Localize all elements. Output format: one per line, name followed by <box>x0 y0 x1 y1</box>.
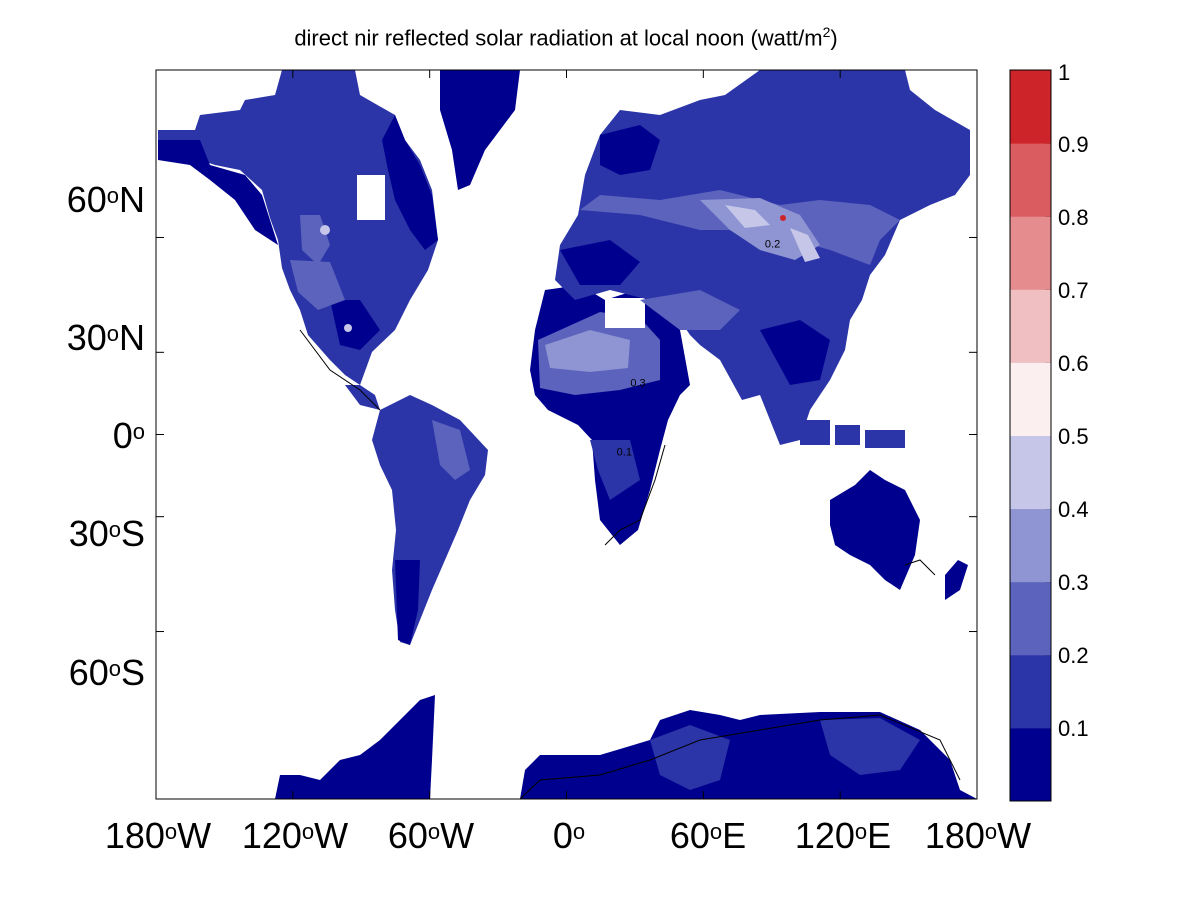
lon-label-60e: 60oE <box>669 815 747 856</box>
lon-label-60w: 60oW <box>387 815 475 856</box>
lon-label-120e: 120oE <box>794 815 892 856</box>
lon-label-0: 0o <box>552 815 586 856</box>
eurasia-landmass <box>555 70 970 445</box>
colorbar-band <box>1010 508 1051 583</box>
greenland-landmass <box>440 70 520 190</box>
lat-label-30n: 30oN <box>66 317 145 358</box>
australia-landmass <box>830 470 968 600</box>
colorbar-label-0-1: 0.1 <box>1058 716 1089 741</box>
lon-label-180w-left: 180oW <box>104 815 212 856</box>
antarctica-landmass <box>275 695 977 799</box>
colorbar-band <box>1010 143 1051 217</box>
colorbar-label-0-7: 0.7 <box>1058 278 1089 303</box>
colorbar-label-0-2: 0.2 <box>1058 643 1089 668</box>
colorbar-band <box>1010 727 1051 802</box>
lat-label-30s: 30oS <box>68 513 145 554</box>
south-america-landmass <box>372 395 488 645</box>
colorbar-band <box>1010 70 1051 144</box>
axis-ticks <box>155 70 978 799</box>
lat-label-60n: 60oN <box>66 179 145 220</box>
lon-label-120w: 120oW <box>241 815 349 856</box>
colorbar-frame <box>1009 69 1052 802</box>
map-data-layer: 0.2 0.3 0.1 <box>156 70 977 799</box>
lat-label-0: 0o <box>112 415 145 456</box>
colorbar-label-0-8: 0.8 <box>1058 205 1089 230</box>
africa-landmass <box>530 285 690 545</box>
lon-label-180w-right: 180oW <box>924 815 1032 856</box>
colorbar-band <box>1010 362 1051 436</box>
colorbar-label-0-4: 0.4 <box>1058 497 1089 522</box>
colorbar-label-1: 1 <box>1058 60 1071 85</box>
contour-label: 0.2 <box>765 239 780 251</box>
lat-label-60s: 60oS <box>68 652 145 693</box>
colorbar-band <box>1010 654 1051 729</box>
colorbar-band <box>1010 289 1051 363</box>
contour-label: 0.1 <box>617 446 632 458</box>
colorbar-label-0-5: 0.5 <box>1058 424 1089 449</box>
colorbar-band <box>1010 581 1051 656</box>
colorbar <box>1010 70 1051 802</box>
coastlines <box>299 329 961 799</box>
colorbar-label-0-3: 0.3 <box>1058 570 1089 595</box>
plot-title: direct nir reflected solar radiation at … <box>294 24 838 51</box>
contour-label: 0.3 <box>630 378 645 390</box>
north-america-landmass <box>158 70 438 410</box>
colorbar-band <box>1010 216 1051 290</box>
colorbar-band <box>1010 435 1051 510</box>
islands-landmass <box>780 395 905 448</box>
colorbar-label-0-9: 0.9 <box>1058 132 1089 157</box>
colorbar-label-0-6: 0.6 <box>1058 351 1089 376</box>
